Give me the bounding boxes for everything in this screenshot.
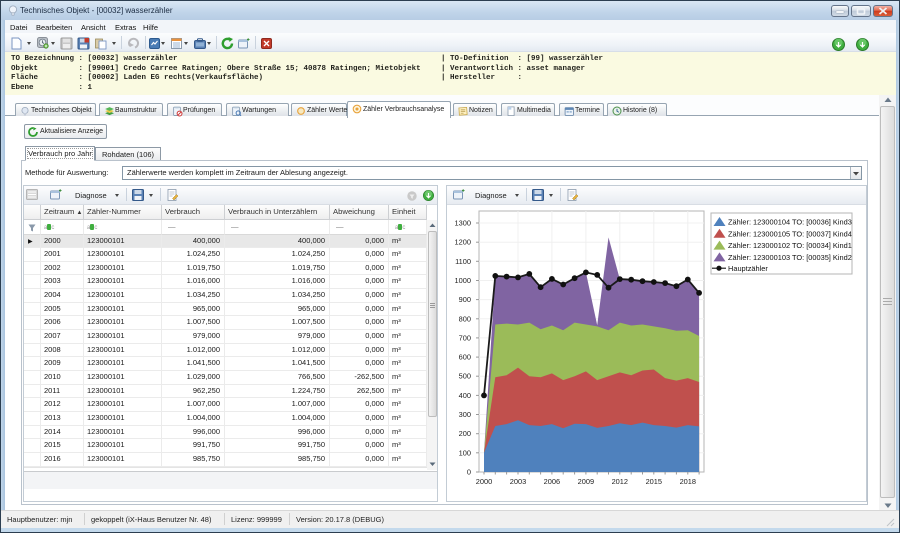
svg-text:2000: 2000 [476,477,492,486]
svg-text:800: 800 [459,314,471,323]
svg-text:Zähler: 123000102 TO: [00034]: Zähler: 123000102 TO: [00034] Kind1 [728,241,852,250]
svg-text:2003: 2003 [510,477,526,486]
svg-text:200: 200 [459,429,471,438]
svg-text:1100: 1100 [455,257,471,266]
svg-text:400: 400 [459,391,471,400]
svg-text:100: 100 [459,448,471,457]
svg-text:1300: 1300 [455,219,471,228]
svg-text:Hauptzähler: Hauptzähler [728,264,768,273]
svg-text:2006: 2006 [544,477,560,486]
svg-text:Zähler: 123000103 TO: [00035]: Zähler: 123000103 TO: [00035] Kind2 [728,253,852,262]
svg-text:2015: 2015 [646,477,662,486]
svg-text:0: 0 [467,468,471,477]
svg-text:900: 900 [459,295,471,304]
svg-text:1000: 1000 [455,276,471,285]
svg-text:2012: 2012 [612,477,628,486]
svg-text:1200: 1200 [455,238,471,247]
svg-text:300: 300 [459,410,471,419]
svg-text:Zähler: 123000104 TO: [00036]: Zähler: 123000104 TO: [00036] Kind3 [728,218,852,227]
svg-text:2018: 2018 [680,477,696,486]
svg-text:500: 500 [459,372,471,381]
svg-text:600: 600 [459,353,471,362]
svg-text:700: 700 [459,333,471,342]
svg-text:2009: 2009 [578,477,594,486]
svg-text:Zähler: 123000105 TO: [00037]: Zähler: 123000105 TO: [00037] Kind4 [728,229,852,238]
